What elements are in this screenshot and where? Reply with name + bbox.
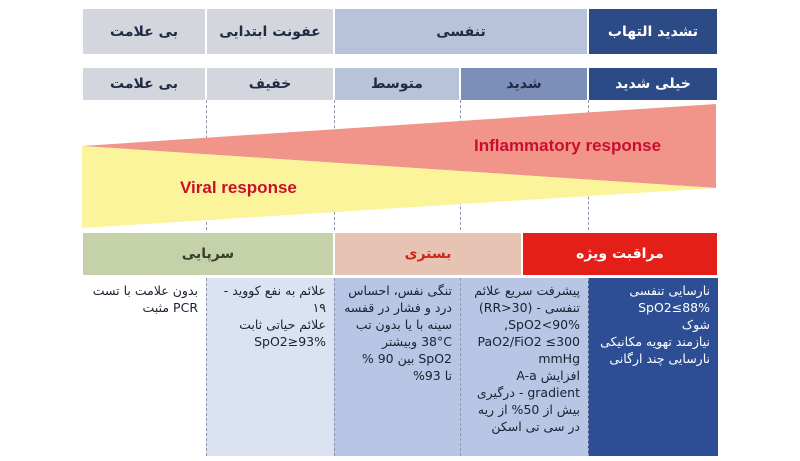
criteria-line: درد و فشار در قفسه bbox=[344, 300, 452, 315]
criteria-line: ۱۹ bbox=[312, 300, 326, 315]
severity-asymptomatic-label: بی علامت bbox=[110, 76, 178, 92]
care-icu: مراقبت ویژه bbox=[522, 232, 718, 276]
severity-moderate-label: متوسط bbox=[371, 76, 423, 92]
severity-very-severe: خیلی شدید bbox=[588, 67, 718, 101]
inflammatory-triangle bbox=[82, 104, 716, 188]
criteria-moderate: تنگی نفس، احساس درد و فشار در قفسه سینه … bbox=[334, 278, 460, 456]
care-outpatient: سرپایی bbox=[82, 232, 334, 276]
phase-inflammation-label: تشدید التهاب bbox=[607, 23, 699, 40]
severity-severe: شدید bbox=[460, 67, 588, 101]
care-outpatient-label: سرپایی bbox=[181, 246, 235, 262]
criteria-line: بیش از 50% از ریه bbox=[477, 402, 580, 417]
criteria-very-severe: نارسایی تنفسی SpO2≤88% شوک نیازمند تهویه… bbox=[588, 278, 718, 456]
criteria-line: پیشرفت سریع علائم bbox=[474, 283, 580, 298]
criteria-severe: پیشرفت سریع علائم تنفسی - (RR>30) SpO2<9… bbox=[460, 278, 588, 456]
criteria-line: SpO2≤88% bbox=[638, 300, 710, 315]
severity-mild: خفیف bbox=[206, 67, 334, 101]
phase-respiratory-label: تنفسی bbox=[436, 23, 486, 40]
criteria-line: SpO2≥93% bbox=[254, 334, 326, 349]
care-inpatient: بستری bbox=[334, 232, 522, 276]
phase-initial-infection-label: عفونت ابتدایی bbox=[219, 23, 321, 40]
phase-respiratory: تنفسی bbox=[334, 8, 588, 55]
criteria-line: gradient - درگیری bbox=[476, 385, 580, 400]
phase-asymptomatic: بی علامت bbox=[82, 8, 206, 55]
viral-triangle bbox=[82, 146, 716, 228]
care-icu-label: مراقبت ویژه bbox=[576, 246, 664, 262]
phase-asymptomatic-label: بی علامت bbox=[110, 23, 178, 40]
criteria-line: علائم به نفع کووید - bbox=[223, 283, 326, 298]
criteria-line: PCR مثبت bbox=[142, 300, 198, 315]
inflammatory-response-label: Inflammatory response bbox=[474, 136, 662, 155]
criteria-line: تا 93% bbox=[412, 368, 452, 383]
criteria-line: تنگی نفس، احساس bbox=[348, 283, 452, 298]
criteria-line: mmHg bbox=[538, 351, 580, 366]
criteria-line: شوک bbox=[681, 317, 710, 332]
criteria-mild: علائم به نفع کووید - ۱۹ علائم حیاتی ثابت… bbox=[206, 278, 334, 456]
criteria-line: 38°C وبیشتر bbox=[382, 334, 452, 349]
criteria-line: علائم حیاتی ثابت bbox=[239, 317, 326, 332]
criteria-line: نیازمند تهویه مکانیکی bbox=[600, 334, 710, 349]
phase-initial-infection: عفونت ابتدایی bbox=[206, 8, 334, 55]
criteria-line: PaO2/FiO2 ≤300 bbox=[477, 334, 581, 349]
severity-mild-label: خفیف bbox=[248, 76, 292, 92]
criteria-line: بدون علامت با تست bbox=[92, 283, 198, 298]
criteria-line: تنفسی - (RR>30) bbox=[478, 300, 580, 315]
criteria-line: نارسایی تنفسی bbox=[629, 283, 710, 298]
criteria-line: SpO2 بین 90 % bbox=[361, 351, 452, 366]
criteria-line: نارسایی چند ارگانی bbox=[609, 351, 710, 366]
criteria-line: در سی تی اسکن bbox=[491, 419, 580, 434]
viral-response-label: Viral response bbox=[180, 178, 297, 197]
criteria-line: سینه با یا بدون تب bbox=[355, 317, 452, 332]
severity-very-severe-label: خیلی شدید bbox=[615, 76, 691, 92]
care-inpatient-label: بستری bbox=[404, 246, 452, 262]
criteria-line: SpO2<90%, bbox=[504, 317, 580, 332]
phase-inflammation: تشدید التهاب bbox=[588, 8, 718, 55]
severity-moderate: متوسط bbox=[334, 67, 460, 101]
severity-asymptomatic: بی علامت bbox=[82, 67, 206, 101]
criteria-asymptomatic: بدون علامت با تست PCR مثبت bbox=[82, 278, 206, 456]
severity-severe-label: شدید bbox=[506, 76, 542, 92]
criteria-line: افزایش A-a bbox=[516, 368, 580, 383]
